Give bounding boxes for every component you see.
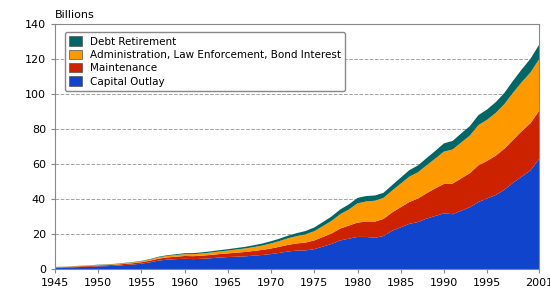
Text: Billions: Billions (55, 9, 95, 20)
Legend: Debt Retirement, Administration, Law Enforcement, Bond Interest, Maintenance, Ca: Debt Retirement, Administration, Law Enf… (65, 32, 345, 91)
